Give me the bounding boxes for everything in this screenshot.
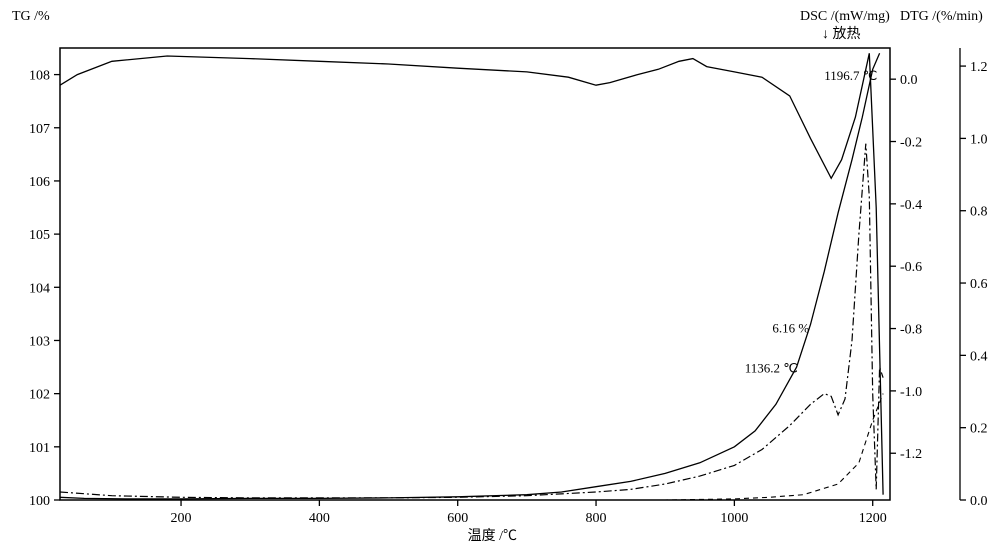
peak-temp-annotation: 1196.7 ℃ xyxy=(824,68,877,83)
svg-text:200: 200 xyxy=(171,511,192,526)
svg-text:0.8: 0.8 xyxy=(970,205,988,220)
svg-text:-1.2: -1.2 xyxy=(900,447,922,462)
x-axis-label: 温度 /℃ xyxy=(468,528,517,544)
x-axis-ticks: 200 400 600 800 1000 1200 xyxy=(171,500,887,526)
svg-text:1.0: 1.0 xyxy=(970,132,988,147)
tg-axis-label: TG /% xyxy=(12,9,50,24)
onset-temp-annotation: 1136.2 ℃ xyxy=(745,360,798,375)
svg-text:106: 106 xyxy=(29,175,50,190)
plot-area xyxy=(60,48,890,500)
svg-text:1000: 1000 xyxy=(720,511,748,526)
svg-text:105: 105 xyxy=(29,228,50,243)
svg-text:0.4: 0.4 xyxy=(970,349,988,364)
svg-text:-0.2: -0.2 xyxy=(900,136,922,151)
dsc-curve xyxy=(60,53,883,494)
svg-text:1200: 1200 xyxy=(859,511,887,526)
y-right-ticks: 0.0 -0.2 -0.4 -0.6 -0.8 -1.0 -1.2 xyxy=(890,73,922,462)
svg-text:-0.8: -0.8 xyxy=(900,323,922,338)
svg-text:-0.6: -0.6 xyxy=(900,260,922,275)
svg-text:104: 104 xyxy=(29,281,50,296)
svg-text:0.0: 0.0 xyxy=(970,494,988,509)
dsc-exo-label: ↓ 放热 xyxy=(822,26,861,42)
svg-text:108: 108 xyxy=(29,69,50,84)
svg-text:800: 800 xyxy=(586,511,607,526)
y-left-ticks: 100 101 102 103 104 105 106 107 108 xyxy=(29,69,60,509)
svg-text:-0.4: -0.4 xyxy=(900,198,922,213)
dtg-curve xyxy=(60,144,883,498)
mass-gain-annotation: 6.16 % xyxy=(772,320,809,335)
y-far-right-ticks: 0.0 0.2 0.4 0.6 0.8 1.0 1.2 xyxy=(960,48,988,509)
dsc-axis-label: DSC /(mW/mg) xyxy=(800,9,890,24)
svg-text:103: 103 xyxy=(29,334,50,349)
tg-curve xyxy=(60,53,880,499)
svg-text:101: 101 xyxy=(29,441,50,456)
svg-text:0.0: 0.0 xyxy=(900,73,918,88)
svg-text:1.2: 1.2 xyxy=(970,60,988,75)
dtg-axis-label: DTG /(%/min) xyxy=(900,9,983,24)
svg-text:0.2: 0.2 xyxy=(970,422,988,437)
svg-text:100: 100 xyxy=(29,494,50,509)
thermal-analysis-chart: TG /% DSC /(mW/mg) ↓ 放热 DTG /(%/min) 200… xyxy=(0,0,1000,554)
svg-text:600: 600 xyxy=(447,511,468,526)
aux-curve xyxy=(60,394,883,500)
svg-text:102: 102 xyxy=(29,388,50,403)
svg-text:107: 107 xyxy=(29,122,50,137)
svg-text:0.6: 0.6 xyxy=(970,277,988,292)
svg-text:400: 400 xyxy=(309,511,330,526)
svg-text:-1.0: -1.0 xyxy=(900,385,922,400)
